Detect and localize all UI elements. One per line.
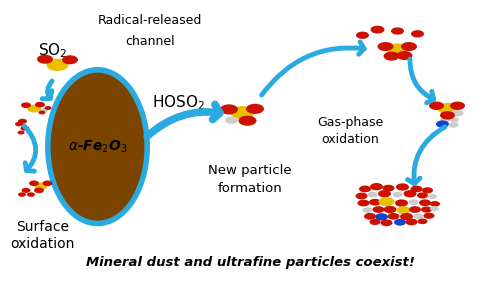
- Text: Gas-phase: Gas-phase: [317, 116, 383, 129]
- Circle shape: [27, 105, 41, 113]
- Circle shape: [220, 104, 238, 114]
- Circle shape: [368, 192, 378, 197]
- Circle shape: [428, 194, 437, 199]
- Circle shape: [452, 110, 464, 116]
- Circle shape: [44, 106, 52, 110]
- Circle shape: [34, 182, 48, 190]
- Circle shape: [15, 122, 23, 126]
- Circle shape: [419, 199, 431, 206]
- Circle shape: [18, 119, 27, 124]
- Circle shape: [230, 106, 254, 120]
- Circle shape: [430, 206, 439, 211]
- Circle shape: [387, 43, 408, 55]
- Circle shape: [378, 42, 394, 51]
- Circle shape: [29, 180, 39, 186]
- Circle shape: [356, 193, 368, 199]
- Text: channel: channel: [125, 35, 175, 48]
- Circle shape: [382, 185, 394, 191]
- Circle shape: [396, 206, 410, 214]
- Circle shape: [408, 199, 418, 205]
- Circle shape: [430, 201, 440, 207]
- Circle shape: [62, 55, 78, 64]
- Circle shape: [225, 116, 238, 124]
- Text: Radical-released: Radical-released: [98, 14, 202, 27]
- Circle shape: [417, 192, 428, 199]
- Circle shape: [450, 102, 465, 110]
- Circle shape: [372, 206, 384, 213]
- Circle shape: [356, 32, 369, 39]
- Text: formation: formation: [218, 182, 282, 195]
- Circle shape: [370, 26, 384, 34]
- Circle shape: [438, 103, 458, 114]
- Circle shape: [448, 122, 458, 128]
- Circle shape: [384, 206, 396, 213]
- Circle shape: [380, 219, 392, 226]
- Text: oxidation: oxidation: [10, 237, 74, 251]
- Circle shape: [20, 126, 30, 131]
- Circle shape: [401, 42, 417, 51]
- Circle shape: [22, 188, 30, 193]
- Circle shape: [362, 207, 372, 213]
- Circle shape: [364, 213, 376, 220]
- Circle shape: [18, 192, 26, 197]
- Circle shape: [246, 104, 264, 114]
- Circle shape: [411, 30, 424, 38]
- Circle shape: [429, 102, 444, 110]
- Circle shape: [38, 111, 46, 114]
- Circle shape: [359, 186, 371, 192]
- Circle shape: [421, 206, 432, 213]
- Text: $\alpha$-Fe$_2$O$_3$: $\alpha$-Fe$_2$O$_3$: [68, 138, 128, 155]
- Circle shape: [418, 219, 428, 224]
- Circle shape: [422, 187, 433, 193]
- Circle shape: [375, 213, 388, 221]
- Circle shape: [370, 183, 383, 190]
- Circle shape: [388, 213, 400, 220]
- Circle shape: [27, 192, 35, 197]
- Circle shape: [18, 131, 24, 135]
- Circle shape: [238, 116, 256, 126]
- Text: Surface: Surface: [16, 220, 69, 234]
- Circle shape: [406, 219, 417, 225]
- Circle shape: [410, 186, 422, 192]
- Circle shape: [21, 102, 31, 108]
- Circle shape: [370, 219, 380, 225]
- Circle shape: [414, 213, 424, 219]
- Circle shape: [37, 55, 53, 64]
- Circle shape: [46, 59, 68, 71]
- Circle shape: [40, 108, 48, 113]
- Circle shape: [424, 213, 434, 219]
- Circle shape: [378, 197, 394, 206]
- Circle shape: [358, 200, 370, 206]
- Circle shape: [404, 190, 416, 197]
- Circle shape: [450, 117, 459, 122]
- Circle shape: [384, 52, 400, 61]
- Text: HOSO$_2$: HOSO$_2$: [152, 94, 205, 112]
- Circle shape: [42, 180, 52, 186]
- Text: New particle: New particle: [208, 164, 292, 177]
- Ellipse shape: [52, 73, 144, 220]
- Circle shape: [436, 120, 449, 128]
- Circle shape: [440, 117, 450, 123]
- Circle shape: [391, 27, 404, 35]
- Text: oxidation: oxidation: [321, 133, 379, 146]
- Circle shape: [34, 188, 44, 193]
- Circle shape: [395, 199, 408, 207]
- Circle shape: [400, 213, 413, 220]
- Circle shape: [369, 199, 381, 206]
- Circle shape: [396, 51, 412, 60]
- Circle shape: [394, 219, 406, 226]
- Circle shape: [35, 102, 45, 107]
- Circle shape: [378, 190, 391, 197]
- Ellipse shape: [46, 68, 149, 226]
- Circle shape: [396, 183, 409, 191]
- Circle shape: [392, 192, 402, 197]
- Circle shape: [409, 206, 421, 213]
- Circle shape: [440, 111, 455, 120]
- Text: Mineral dust and ultrafine particles coexist!: Mineral dust and ultrafine particles coe…: [86, 256, 414, 269]
- Text: SO$_2$: SO$_2$: [38, 41, 67, 60]
